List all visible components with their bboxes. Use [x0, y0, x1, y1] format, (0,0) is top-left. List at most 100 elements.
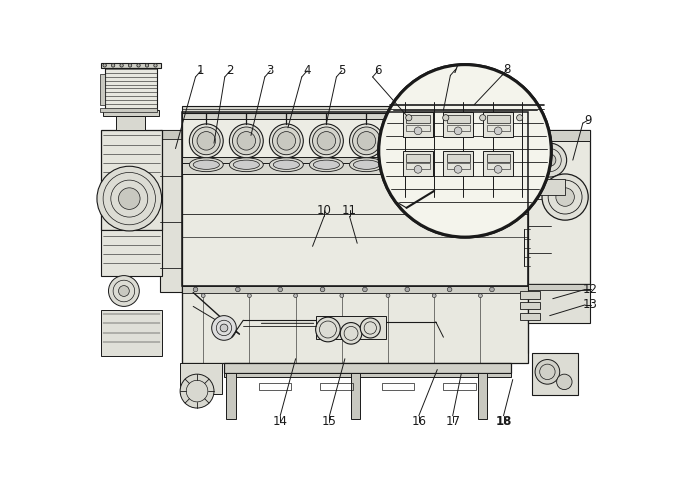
Circle shape: [406, 114, 412, 121]
Text: 3: 3: [267, 64, 274, 78]
Bar: [316, 316, 386, 338]
Circle shape: [479, 294, 482, 298]
Circle shape: [321, 287, 325, 292]
Circle shape: [220, 324, 228, 332]
Bar: [101, 130, 162, 230]
Bar: [182, 163, 528, 286]
Ellipse shape: [309, 124, 343, 158]
Ellipse shape: [270, 124, 303, 158]
Circle shape: [542, 174, 588, 220]
Circle shape: [154, 64, 158, 67]
Ellipse shape: [314, 160, 340, 170]
Text: 14: 14: [273, 416, 288, 428]
Text: 8: 8: [504, 62, 511, 76]
Bar: [182, 112, 528, 162]
Circle shape: [202, 294, 205, 298]
Ellipse shape: [438, 132, 456, 150]
Ellipse shape: [433, 127, 461, 154]
Bar: [447, 124, 470, 131]
Text: 10: 10: [316, 204, 332, 216]
Bar: [101, 230, 162, 276]
Ellipse shape: [189, 158, 223, 172]
Circle shape: [490, 287, 494, 292]
Circle shape: [111, 64, 115, 67]
Circle shape: [180, 374, 214, 408]
Bar: [528, 284, 590, 323]
Bar: [447, 163, 470, 170]
Bar: [532, 352, 578, 395]
Ellipse shape: [477, 132, 496, 150]
Bar: [160, 130, 182, 140]
Ellipse shape: [470, 124, 503, 158]
Bar: [407, 163, 430, 170]
Text: 9: 9: [584, 114, 592, 126]
Circle shape: [433, 294, 436, 298]
Ellipse shape: [232, 127, 260, 154]
Circle shape: [533, 143, 567, 177]
Circle shape: [128, 64, 132, 67]
Circle shape: [360, 318, 380, 338]
Ellipse shape: [354, 160, 379, 170]
Circle shape: [118, 286, 130, 296]
Text: 7: 7: [452, 62, 459, 76]
Bar: [536, 180, 565, 194]
Ellipse shape: [353, 127, 380, 154]
Ellipse shape: [430, 158, 463, 172]
Circle shape: [386, 294, 390, 298]
Bar: [407, 124, 430, 131]
Circle shape: [294, 294, 298, 298]
Circle shape: [447, 287, 452, 292]
Circle shape: [454, 127, 462, 134]
Bar: [403, 112, 433, 137]
Bar: [528, 130, 590, 284]
Ellipse shape: [230, 124, 263, 158]
Bar: [521, 291, 540, 298]
Circle shape: [494, 166, 502, 173]
Bar: [224, 364, 511, 372]
Bar: [105, 68, 157, 110]
Ellipse shape: [189, 124, 223, 158]
Ellipse shape: [473, 127, 500, 154]
Ellipse shape: [393, 160, 419, 170]
Circle shape: [556, 374, 572, 390]
Bar: [521, 302, 540, 310]
Bar: [100, 108, 157, 112]
Circle shape: [193, 287, 198, 292]
Bar: [351, 372, 360, 419]
Circle shape: [454, 166, 462, 173]
Bar: [101, 310, 162, 356]
Bar: [116, 116, 146, 130]
Ellipse shape: [389, 124, 424, 158]
Ellipse shape: [309, 158, 343, 172]
Ellipse shape: [349, 124, 384, 158]
Ellipse shape: [433, 160, 460, 170]
Ellipse shape: [317, 132, 336, 150]
Text: 15: 15: [322, 416, 337, 428]
Text: 11: 11: [342, 204, 357, 216]
Circle shape: [340, 294, 344, 298]
Bar: [447, 116, 470, 123]
Ellipse shape: [473, 160, 500, 170]
Circle shape: [405, 287, 409, 292]
Text: 2: 2: [226, 64, 234, 78]
Ellipse shape: [349, 158, 384, 172]
Bar: [486, 124, 510, 131]
Ellipse shape: [357, 132, 376, 150]
Bar: [528, 284, 590, 290]
Bar: [528, 130, 590, 141]
Bar: [486, 163, 510, 170]
Text: 4: 4: [303, 64, 311, 78]
Bar: [382, 384, 414, 390]
Bar: [447, 154, 470, 162]
Bar: [444, 112, 473, 137]
Circle shape: [146, 64, 148, 67]
Circle shape: [556, 188, 574, 206]
Text: 17: 17: [445, 416, 460, 428]
Bar: [486, 116, 510, 123]
Circle shape: [363, 287, 368, 292]
Circle shape: [108, 276, 139, 306]
Bar: [444, 384, 476, 390]
Bar: [226, 372, 235, 419]
Bar: [182, 106, 528, 113]
Circle shape: [414, 166, 422, 173]
